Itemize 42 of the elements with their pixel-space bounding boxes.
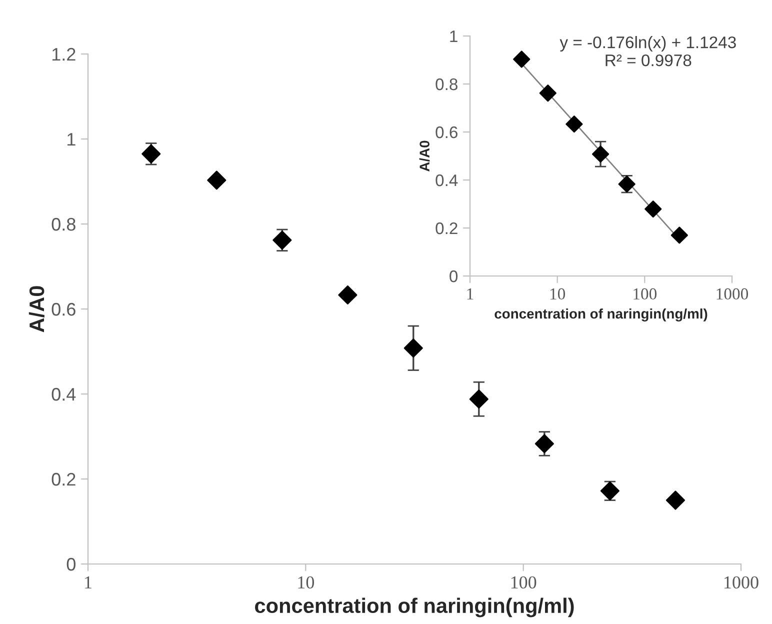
y-tick-label: 0.8 bbox=[52, 218, 76, 231]
x-tick-label: 1 bbox=[467, 288, 474, 300]
x-tick-label: 1 bbox=[85, 576, 92, 588]
y-tick-label: 0.6 bbox=[52, 302, 76, 316]
y-tick-label: 1 bbox=[450, 30, 458, 42]
point bbox=[513, 50, 530, 68]
point bbox=[207, 170, 226, 190]
y-tick-label: 0.4 bbox=[52, 388, 76, 401]
annotation: R² = 0.9978 bbox=[606, 54, 692, 66]
y-axis-title: A/A0 bbox=[28, 286, 44, 332]
x-tick-label: 10 bbox=[550, 288, 566, 300]
point bbox=[142, 144, 161, 164]
point bbox=[644, 200, 662, 218]
y-tick-label: 0.4 bbox=[436, 174, 458, 186]
y-tick-label: 1 bbox=[68, 133, 76, 146]
y-tick-label: 0 bbox=[450, 270, 458, 282]
y-tick-label: 0.2 bbox=[436, 222, 458, 234]
x-axis-title: concentration of naringin(ng/ml) bbox=[255, 598, 574, 618]
point bbox=[534, 434, 554, 454]
x-tick-label: 10 bbox=[298, 576, 314, 589]
y-tick-label: 1.2 bbox=[52, 48, 76, 61]
x-tick-label: 1000 bbox=[724, 576, 758, 589]
y-tick-label: 0.8 bbox=[436, 78, 458, 90]
point bbox=[666, 490, 686, 510]
point bbox=[469, 390, 488, 409]
point bbox=[404, 338, 423, 358]
point bbox=[566, 116, 583, 133]
y-tick-label: 0.2 bbox=[52, 472, 76, 486]
y-tick-label: 0.6 bbox=[436, 126, 458, 138]
x-axis-title: concentration of naringin(ng/ml) bbox=[494, 308, 708, 322]
y-axis-title: A/A0 bbox=[419, 140, 430, 172]
annotation: y = -0.176ln(x) + 1.1243 bbox=[560, 36, 736, 52]
y-tick-label: 0 bbox=[66, 558, 76, 571]
point bbox=[272, 230, 292, 250]
point bbox=[600, 481, 620, 500]
x-tick-label: 100 bbox=[634, 288, 657, 300]
point bbox=[670, 226, 688, 244]
point bbox=[338, 285, 358, 305]
point bbox=[592, 146, 610, 163]
x-tick-label: 100 bbox=[511, 576, 536, 589]
x-tick-label: 1000 bbox=[716, 288, 748, 300]
point bbox=[539, 84, 556, 102]
